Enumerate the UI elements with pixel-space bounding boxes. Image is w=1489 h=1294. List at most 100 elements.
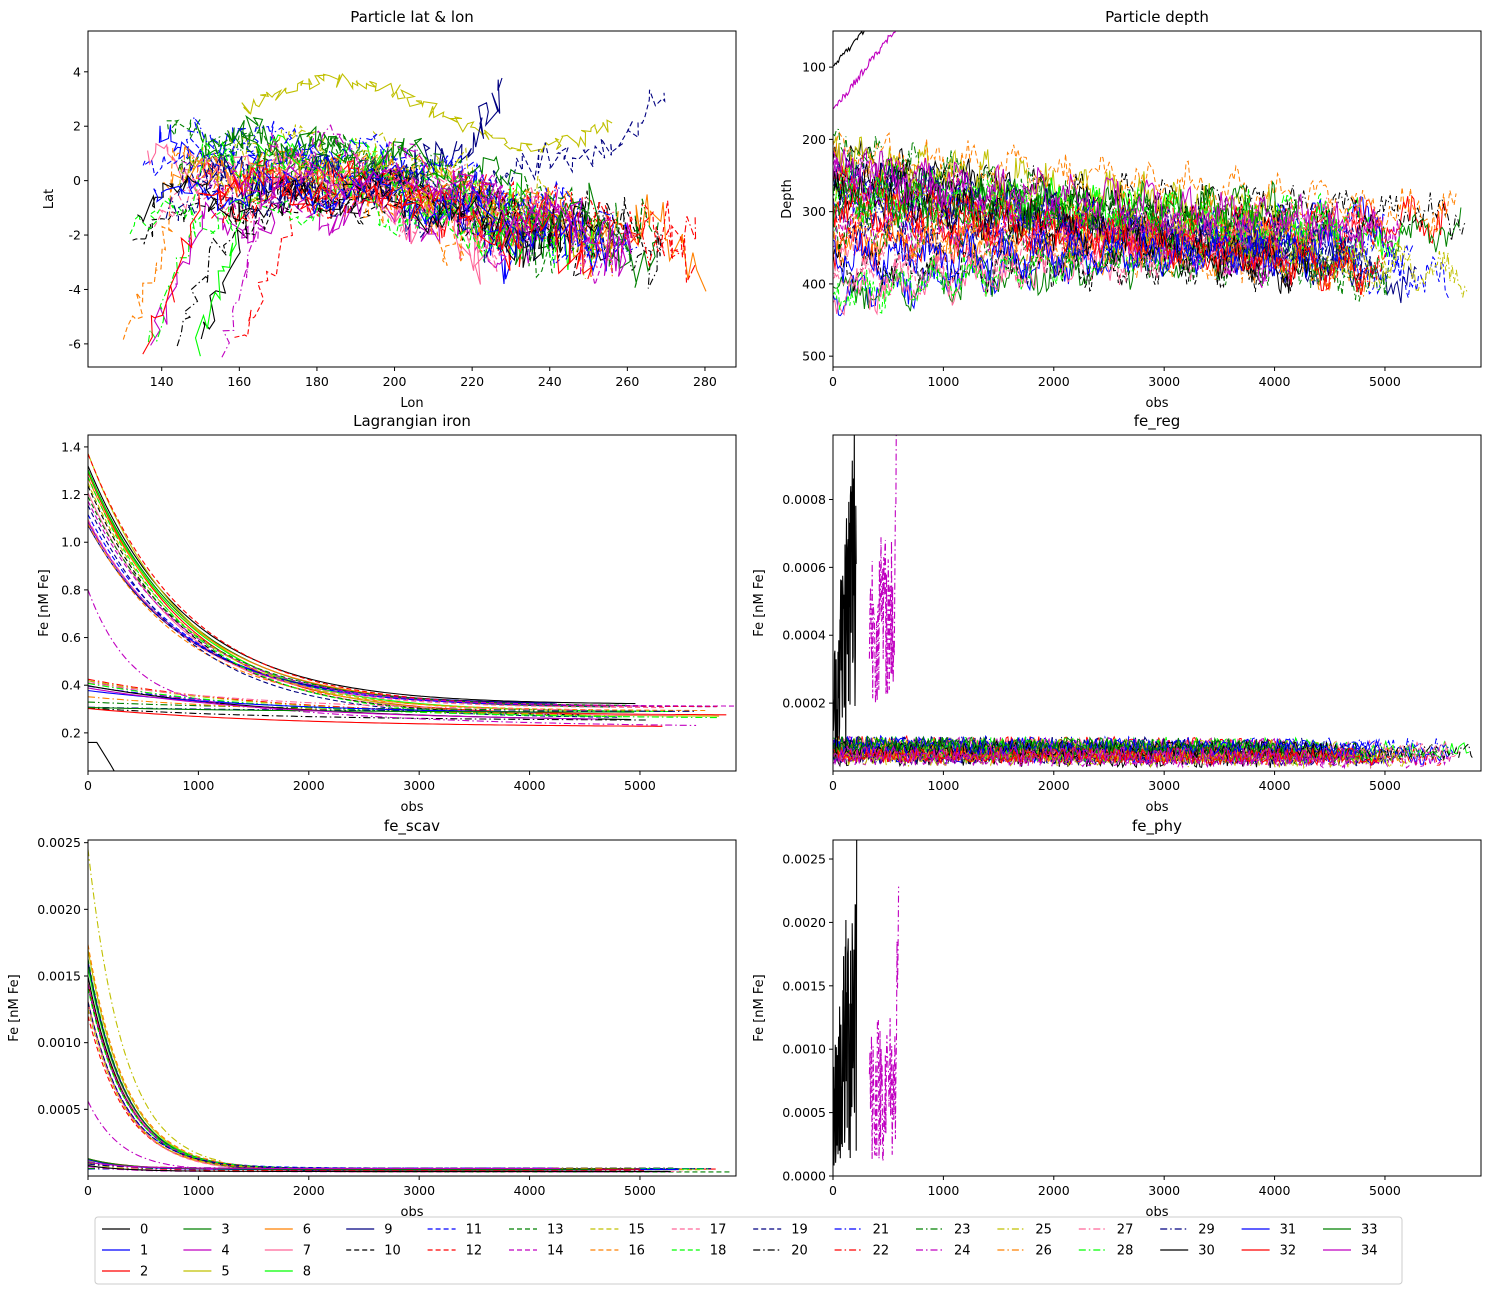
x-axis-label: obs	[401, 800, 424, 815]
series-line-26	[88, 696, 536, 714]
series-line-12	[88, 453, 718, 708]
y-tick-label: 300	[802, 204, 826, 219]
legend-label: 9	[384, 1223, 392, 1238]
y-tick-label: 4	[73, 64, 81, 79]
axes-frame	[87, 434, 737, 772]
legend-label: 6	[303, 1223, 311, 1238]
legend-label: 32	[1280, 1244, 1297, 1259]
legend-label: 5	[221, 1265, 229, 1280]
x-axis-label: obs	[401, 1205, 424, 1220]
x-tick-label: 2000	[293, 778, 325, 793]
legend-label: 19	[791, 1223, 808, 1238]
legend-label: 3	[221, 1223, 229, 1238]
series-group	[88, 849, 730, 1173]
x-tick-label: 5000	[624, 778, 656, 793]
y-tick-label: 100	[802, 60, 826, 75]
x-axis-label: obs	[1146, 800, 1169, 815]
legend-label: 2	[140, 1265, 148, 1280]
series-line-20	[176, 167, 662, 347]
legend-label: 17	[710, 1223, 727, 1238]
legend-label: 23	[954, 1223, 971, 1238]
series-line-29	[833, 199, 1360, 271]
legend-frame	[94, 1216, 1403, 1285]
legend-label: 11	[466, 1223, 483, 1238]
panel-title: fe_scav	[384, 817, 440, 836]
series-line-4	[150, 189, 554, 346]
series-line-8	[88, 967, 586, 1170]
series-line-34	[833, 148, 1378, 253]
y-tick-label: 1.0	[61, 535, 81, 550]
x-tick-label: 0	[84, 778, 92, 793]
series-line-30	[833, 163, 1314, 294]
legend-label: 21	[873, 1223, 890, 1238]
panel-latlon: Particle lat & lon Lon Lat 140 160 180 200 220 2…	[42, 8, 717, 411]
x-tick-label: 5000	[1369, 374, 1401, 389]
series-line-0	[88, 465, 636, 705]
series-line-28	[833, 174, 1360, 244]
x-tick-label: 1000	[182, 778, 214, 793]
axes-frame	[87, 839, 737, 1177]
series-group	[833, 31, 1468, 317]
series-line-15	[88, 482, 573, 712]
legend-label: 15	[628, 1223, 645, 1238]
series-line-16	[88, 944, 589, 1170]
series-line-2	[88, 983, 716, 1170]
x-tick-label: 3000	[1148, 374, 1180, 389]
y-tick-label: -6	[69, 336, 82, 351]
legend-label: 18	[710, 1244, 727, 1259]
series-line-18	[88, 988, 655, 1170]
x-axis-label: obs	[1146, 1205, 1169, 1220]
y-tick-label: 0.0025	[37, 835, 81, 850]
y-tick-label: 0.4	[61, 678, 81, 693]
x-tick-label: 3000	[1148, 1183, 1180, 1198]
series-line-28	[833, 735, 1329, 756]
legend-label: 26	[1035, 1244, 1052, 1259]
x-tick-label: 1000	[182, 1183, 214, 1198]
x-tick-label: 1000	[927, 374, 959, 389]
series-line-5	[241, 72, 613, 154]
series-group	[122, 72, 707, 358]
y-tick-label: 0.0004	[782, 628, 826, 643]
series-line-14	[88, 983, 643, 1170]
series-line-19	[177, 89, 666, 210]
series-line-20	[88, 707, 648, 721]
series-line-19	[88, 1001, 712, 1170]
series-line-29	[165, 167, 541, 264]
y-tick-label: 0.0025	[782, 852, 826, 867]
x-tick-label: 3000	[403, 778, 435, 793]
series-line-34	[833, 745, 1359, 767]
spike-line-24	[868, 886, 900, 1162]
panel-title: fe_phy	[1132, 817, 1182, 836]
legend-label: 4	[221, 1244, 229, 1259]
x-tick-label: 160	[227, 374, 251, 389]
x-tick-label: 0	[829, 1183, 837, 1198]
series-line-24	[221, 124, 591, 358]
y-tick-label: 0.0000	[782, 1169, 826, 1184]
y-tick-label: 0.6	[61, 630, 81, 645]
y-axis-label: Fe [nM Fe]	[7, 974, 22, 1041]
series-line-28	[147, 139, 533, 343]
series-line-32	[142, 159, 593, 355]
series-line-6	[88, 477, 540, 705]
y-tick-label: 0.0015	[782, 978, 826, 993]
series-line-25	[833, 747, 1411, 770]
series-line-23	[177, 130, 659, 267]
series-line-27	[88, 682, 609, 711]
series-line-31	[153, 167, 608, 273]
x-tick-label: 2000	[1038, 778, 1070, 793]
legend-label: 0	[140, 1223, 148, 1238]
y-tick-label: -2	[69, 228, 81, 243]
series-line-17	[833, 741, 1462, 762]
y-tick-label: 0.0008	[782, 492, 826, 507]
x-tick-label: 1000	[927, 778, 959, 793]
legend-label: 12	[466, 1244, 483, 1259]
series-line-33	[833, 735, 1285, 756]
legend-label: 28	[1117, 1244, 1134, 1259]
series-line-24-alt	[88, 589, 221, 704]
spike-line-30	[833, 435, 857, 753]
series-line-32	[88, 707, 663, 727]
x-tick-label: 3000	[403, 1183, 435, 1198]
x-tick-label: 180	[305, 374, 329, 389]
legend: 0123456789101112131415161718192021222324…	[94, 1216, 1403, 1285]
